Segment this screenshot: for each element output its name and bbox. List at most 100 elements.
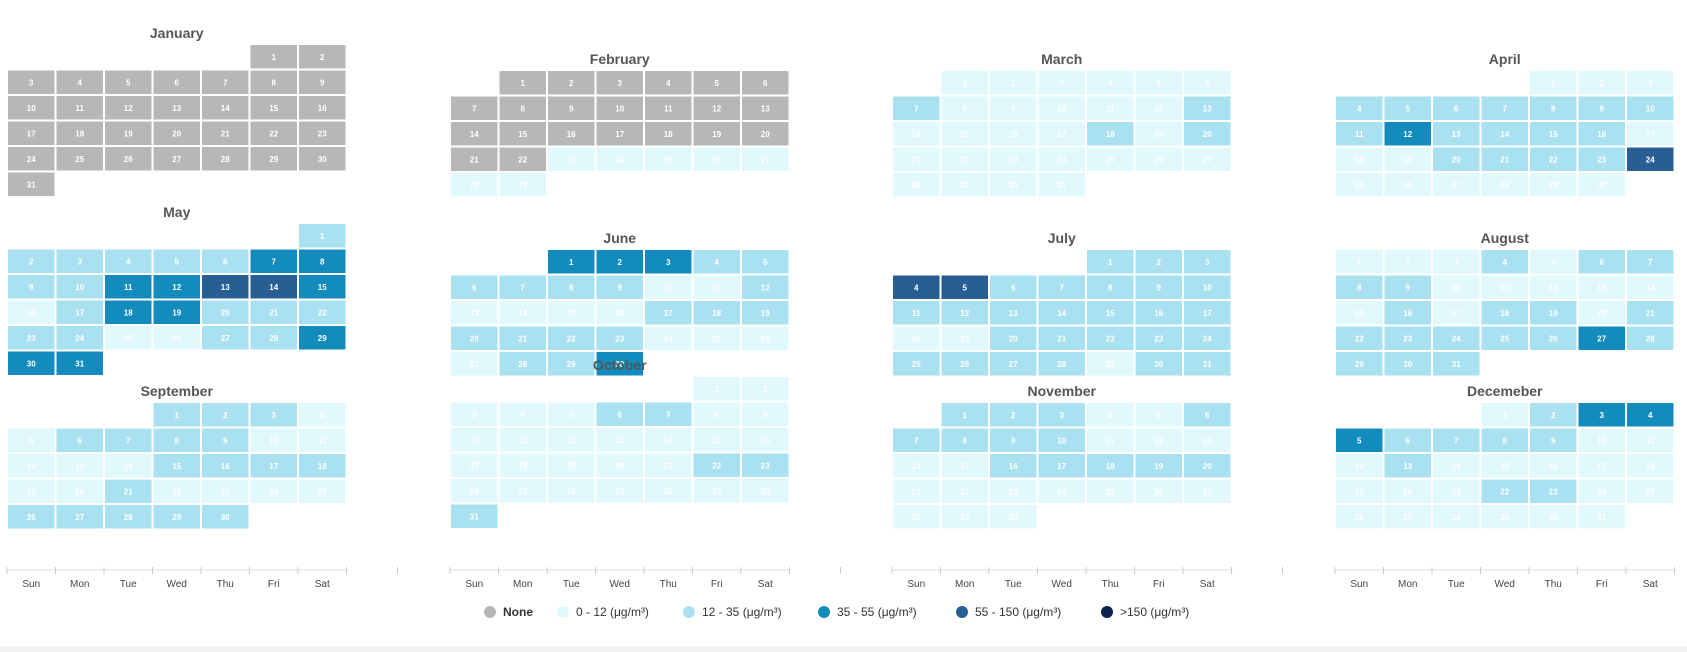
day-cell (451, 326, 498, 350)
day-cell (1336, 173, 1383, 197)
day-label: 5 (1357, 436, 1362, 445)
day-cell (990, 173, 1037, 197)
day-label: 4 (320, 411, 325, 420)
day-label: 31 (27, 180, 36, 189)
day-label: 6 (1406, 436, 1411, 445)
day-cell (693, 122, 740, 146)
day-cell (893, 147, 940, 171)
day-label: 1 (1551, 79, 1556, 88)
day-cell (596, 250, 643, 274)
day-cell (1184, 96, 1231, 120)
day-label: 30 (221, 513, 230, 522)
legend-marker (818, 606, 830, 618)
day-cell (596, 352, 643, 376)
day-label: 21 (1452, 487, 1461, 496)
day-label: 9 (1157, 283, 1162, 292)
day-label: 1 (715, 385, 720, 394)
day-cell (56, 326, 103, 350)
day-label: 1 (272, 53, 277, 62)
day-label: 10 (1057, 436, 1066, 445)
day-cell (1481, 505, 1528, 529)
day-label: 11 (1646, 436, 1655, 445)
day-label: 14 (912, 462, 921, 471)
weekday-label: Mon (70, 579, 89, 590)
day-label: 29 (1549, 181, 1558, 190)
day-cell (202, 96, 249, 120)
day-cell (299, 326, 346, 350)
day-label: 29 (318, 334, 327, 343)
day-label: 14 (912, 130, 921, 139)
day-label: 14 (518, 309, 527, 318)
day-cell (1578, 250, 1625, 274)
day-cell (548, 453, 595, 477)
day-cell (1433, 505, 1480, 529)
day-cell (742, 479, 789, 503)
day-label: 10 (269, 436, 278, 445)
day-label: 20 (470, 334, 479, 343)
day-cell (1038, 352, 1085, 376)
day-label: 8 (715, 410, 720, 419)
day-cell (202, 275, 249, 299)
day-cell (8, 96, 55, 120)
day-cell (893, 505, 940, 529)
weekday-label: Fri (1596, 579, 1608, 590)
day-cell (1627, 301, 1674, 325)
day-cell (499, 96, 546, 120)
day-label: 24 (27, 155, 36, 164)
day-label: 13 (75, 462, 84, 471)
day-label: 21 (518, 334, 527, 343)
day-cell (299, 428, 346, 452)
weekday-label: Mon (955, 579, 974, 590)
day-cell (1184, 403, 1231, 427)
day-cell (990, 479, 1037, 503)
day-label: 17 (27, 129, 36, 138)
day-cell (645, 301, 692, 325)
day-label: 4 (1648, 411, 1653, 420)
day-label: 24 (664, 334, 673, 343)
day-cell (1135, 454, 1182, 478)
day-cell (941, 122, 988, 146)
day-label: 18 (124, 308, 133, 317)
weekday-label: Tue (563, 579, 580, 590)
weekday-axis: Sun Mon Tue Wed Thu Fri Sat (6, 567, 398, 590)
day-label: 9 (569, 104, 574, 113)
day-label: 31 (75, 359, 84, 368)
day-cell (1530, 122, 1577, 146)
day-cell (1336, 505, 1383, 529)
day-label: 11 (713, 283, 722, 292)
day-cell (250, 45, 297, 69)
day-cell (1184, 352, 1231, 376)
day-label: 22 (518, 155, 527, 164)
day-cell (990, 352, 1037, 376)
day-cell (1336, 122, 1383, 146)
day-label: 28 (470, 181, 479, 190)
day-cell (1627, 275, 1674, 299)
day-cell (693, 428, 740, 452)
day-cell (451, 301, 498, 325)
day-cell (56, 96, 103, 120)
day-label: 23 (761, 461, 770, 470)
day-label: 2 (223, 411, 228, 420)
legend-marker (1101, 606, 1113, 618)
day-label: 1 (569, 258, 574, 267)
day-label: 22 (567, 334, 576, 343)
day-cell (1336, 454, 1383, 478)
day-label: 12 (712, 104, 721, 113)
day-cell (299, 121, 346, 145)
day-label: 29 (1106, 360, 1115, 369)
day-cell (1481, 301, 1528, 325)
day-label: 26 (761, 334, 770, 343)
day-label: 10 (664, 283, 673, 292)
legend-marker (956, 606, 968, 618)
day-label: 25 (124, 334, 133, 343)
day-cell (1184, 71, 1231, 95)
day-label: 16 (221, 462, 230, 471)
day-cell (548, 71, 595, 95)
day-cell (56, 428, 103, 452)
day-label: 11 (1501, 283, 1510, 292)
day-cell (1627, 96, 1674, 120)
day-cell (990, 428, 1037, 452)
day-label: 31 (1597, 513, 1606, 522)
